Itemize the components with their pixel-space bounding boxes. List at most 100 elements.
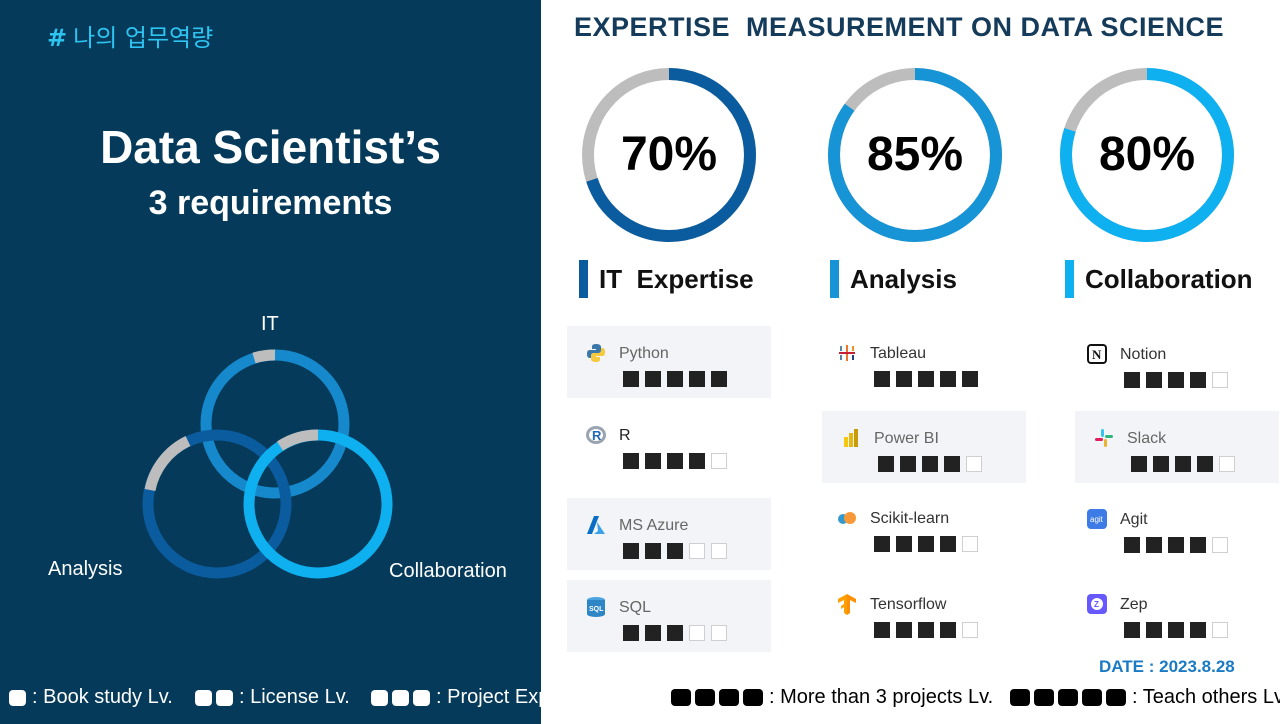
level-square-filled bbox=[962, 371, 978, 387]
tensorflow-icon bbox=[838, 594, 856, 615]
azure-icon bbox=[587, 516, 605, 534]
tool-name: R bbox=[619, 427, 631, 444]
level-square-filled bbox=[623, 453, 639, 469]
tool-name: Slack bbox=[1127, 430, 1167, 447]
level-square-empty bbox=[711, 543, 727, 559]
legend-box bbox=[216, 689, 233, 706]
level-square-filled bbox=[918, 536, 934, 552]
level-square-filled bbox=[645, 625, 661, 641]
skill-level-squares bbox=[623, 371, 727, 387]
tool-name: Power BI bbox=[874, 430, 939, 447]
legend-box bbox=[695, 689, 715, 706]
tool-name: Tableau bbox=[870, 345, 927, 362]
svg-text:R: R bbox=[592, 428, 602, 443]
level-square-empty bbox=[711, 625, 727, 641]
level-square-filled bbox=[874, 622, 890, 638]
python-icon bbox=[587, 344, 605, 362]
level-square-filled bbox=[940, 371, 956, 387]
skill-level-squares bbox=[1124, 622, 1228, 638]
section-tag: # 나의 업무역량 bbox=[47, 18, 213, 53]
legend-box bbox=[371, 689, 388, 706]
legend-box bbox=[743, 689, 763, 706]
tableau-icon bbox=[839, 345, 855, 361]
venn-analysis-circle bbox=[142, 429, 292, 579]
tool-card-notion: N Notion bbox=[1068, 327, 1272, 399]
agit-icon: agit bbox=[1087, 509, 1107, 529]
skill-level-squares bbox=[878, 456, 982, 472]
main-title: Data Scientist’s bbox=[100, 121, 441, 173]
level-square-filled bbox=[1168, 622, 1184, 638]
tool-card-agit: agit Agit bbox=[1068, 492, 1272, 564]
tool-name: Agit bbox=[1120, 511, 1148, 528]
legend-text: : Project Experience Lv. bbox=[436, 686, 646, 708]
tool-card-ms-azure: MS Azure bbox=[567, 498, 771, 570]
scikit-learn-icon bbox=[838, 512, 856, 524]
gauge-analysis-value: 85% bbox=[866, 128, 964, 181]
level-square-filled bbox=[1146, 372, 1162, 388]
tool-card-slack: Slack bbox=[1075, 411, 1279, 483]
gauge-collaboration-value: 80% bbox=[1098, 128, 1196, 181]
section-tag-text: 나의 업무역량 bbox=[73, 24, 214, 52]
legend-text: : Teach others Lv. bbox=[1132, 686, 1280, 708]
level-square-filled bbox=[711, 371, 727, 387]
category-it-bar bbox=[579, 260, 588, 298]
level-square-empty bbox=[962, 536, 978, 552]
legend-box bbox=[413, 689, 430, 706]
category-collaboration-bar bbox=[1065, 260, 1074, 298]
level-square-filled bbox=[874, 371, 890, 387]
tool-name: Zep bbox=[1120, 596, 1148, 613]
level-square-filled bbox=[940, 536, 956, 552]
skill-level-squares bbox=[623, 543, 727, 559]
page-header: EXPERTISE MEASUREMENT ON DATA SCIENCE bbox=[574, 12, 1225, 42]
tool-name: Python bbox=[619, 345, 669, 362]
gauge-it-value: 70% bbox=[620, 128, 718, 181]
level-square-filled bbox=[689, 371, 705, 387]
level-square-filled bbox=[623, 625, 639, 641]
tool-card-scikit-learn: Scikit-learn bbox=[818, 491, 1022, 563]
legend-box bbox=[1082, 689, 1102, 706]
skill-level-squares bbox=[1124, 372, 1228, 388]
venn-label-analysis: Analysis bbox=[48, 558, 123, 580]
legend-item-teach-others: : Teach others Lv. bbox=[1010, 686, 1280, 709]
legend-item-license: : License Lv. bbox=[195, 686, 350, 709]
level-square-filled bbox=[940, 622, 956, 638]
legend-box bbox=[195, 689, 212, 706]
legend-box bbox=[9, 689, 26, 706]
slack-icon bbox=[1095, 429, 1113, 447]
level-square-filled bbox=[896, 371, 912, 387]
legend-item-project-experience: : Project Experience Lv. bbox=[371, 686, 646, 709]
sql-icon: SQL bbox=[587, 597, 605, 617]
level-square-filled bbox=[1153, 456, 1169, 472]
gauge-it: 70% bbox=[580, 66, 758, 244]
legend-text: : More than 3 projects Lv. bbox=[769, 686, 994, 708]
level-square-empty bbox=[966, 456, 982, 472]
notion-icon: N bbox=[1087, 344, 1107, 364]
left-panel: # 나의 업무역량 Data Scientist’s 3 requirements… bbox=[0, 0, 541, 724]
legend-item-more-than-3-projects: : More than 3 projects Lv. bbox=[671, 686, 993, 709]
legend-boxes bbox=[9, 689, 26, 706]
skill-level-squares bbox=[623, 625, 727, 641]
level-square-filled bbox=[623, 371, 639, 387]
level-square-empty bbox=[711, 453, 727, 469]
category-analysis-label: Analysis bbox=[850, 264, 957, 294]
level-square-filled bbox=[1146, 537, 1162, 553]
level-square-filled bbox=[645, 453, 661, 469]
category-it-label: IT Expertise bbox=[599, 264, 754, 294]
tool-card-tensorflow: Tensorflow bbox=[818, 577, 1022, 649]
level-square-filled bbox=[1190, 372, 1206, 388]
venn-it-remainder bbox=[252, 349, 276, 364]
skill-level-squares bbox=[1124, 537, 1228, 553]
r-icon: R bbox=[586, 426, 606, 444]
date-label: DATE : 2023.8.28 bbox=[1099, 657, 1235, 676]
level-square-filled bbox=[623, 543, 639, 559]
tool-name: MS Azure bbox=[619, 517, 689, 534]
level-square-filled bbox=[1175, 456, 1191, 472]
venn-diagram bbox=[142, 349, 393, 579]
level-square-filled bbox=[944, 456, 960, 472]
venn-label-collaboration: Collaboration bbox=[389, 560, 507, 582]
level-square-filled bbox=[918, 371, 934, 387]
level-square-empty bbox=[962, 622, 978, 638]
level-square-filled bbox=[1124, 372, 1140, 388]
legend-text: : Book study Lv. bbox=[32, 686, 173, 708]
tool-card-sql: SQL SQL bbox=[567, 580, 771, 652]
